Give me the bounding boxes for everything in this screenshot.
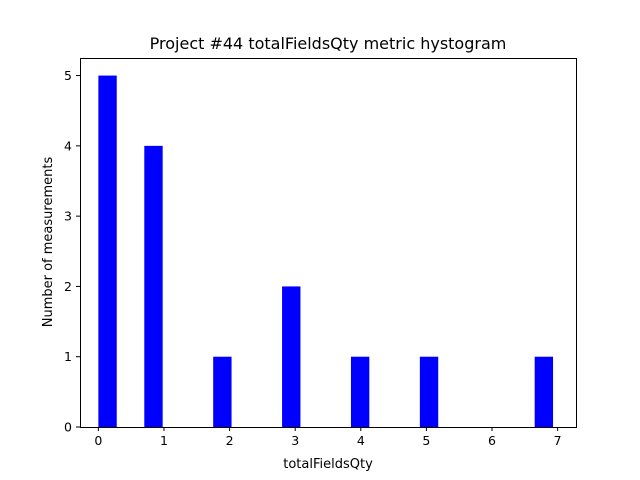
- x-tick-label: 1: [160, 433, 168, 448]
- y-tick-label: 3: [64, 209, 72, 224]
- x-tick-label: 5: [422, 433, 430, 448]
- x-tick-label: 0: [94, 433, 102, 448]
- chart-title: Project #44 totalFieldsQty metric hystog…: [150, 34, 507, 53]
- histogram-bar-0: [98, 75, 117, 428]
- histogram-bar-1: [144, 145, 163, 427]
- histogram-bar-3: [282, 286, 301, 427]
- x-tick-label: 4: [357, 433, 365, 448]
- histogram-bar-6: [534, 356, 554, 427]
- y-tick-label: 0: [64, 420, 72, 435]
- x-tick-label: 2: [226, 433, 234, 448]
- y-tick-label: 1: [64, 349, 72, 364]
- histogram-bar-2: [213, 356, 232, 427]
- x-tick-label: 7: [554, 433, 562, 448]
- x-tick-label: 6: [488, 433, 496, 448]
- y-tick-label: 2: [64, 279, 72, 294]
- y-tick-label: 4: [64, 138, 72, 153]
- histogram-bar-5: [419, 356, 439, 427]
- bars-group: [98, 75, 554, 428]
- y-tick-label: 5: [64, 68, 72, 83]
- y-axis-ticks: 0 1 2 3 4 5: [64, 68, 80, 435]
- x-tick-label: 3: [291, 433, 299, 448]
- x-axis-label: totalFieldsQty: [283, 457, 373, 472]
- y-axis-label: Number of measurements: [41, 157, 56, 328]
- histogram-bar-4: [350, 356, 370, 427]
- plot-frame: [80, 58, 577, 428]
